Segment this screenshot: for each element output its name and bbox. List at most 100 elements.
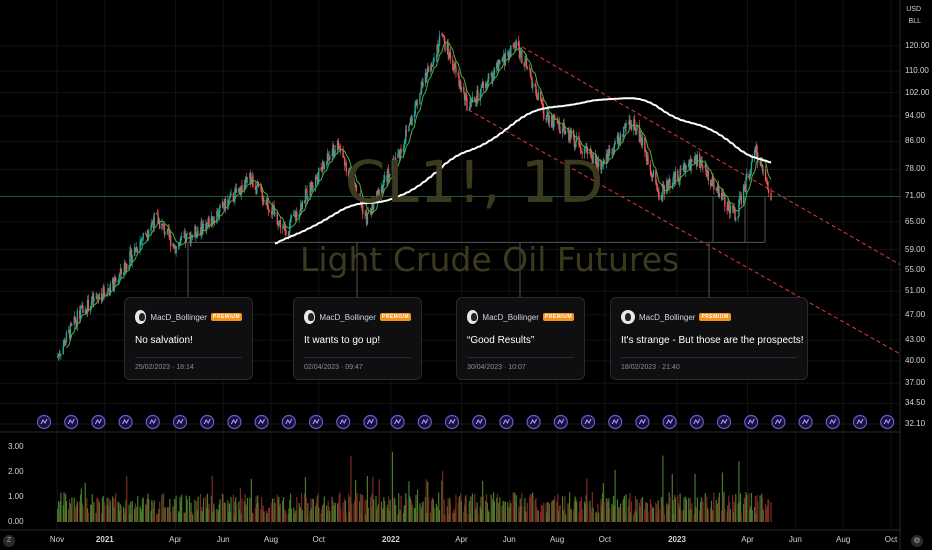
author-name[interactable]: MacD_Bollinger bbox=[150, 312, 207, 322]
volume-bar bbox=[380, 501, 383, 522]
candle-body bbox=[311, 182, 314, 188]
candle-body bbox=[392, 159, 394, 162]
volume-bar bbox=[650, 503, 652, 522]
volume-bar bbox=[507, 502, 509, 522]
volume-bar bbox=[212, 512, 214, 522]
volume-bar bbox=[150, 510, 152, 522]
candle-body bbox=[557, 118, 559, 124]
volume-bar bbox=[706, 507, 709, 522]
volume-bar bbox=[267, 514, 269, 522]
candle-body bbox=[498, 59, 500, 64]
idea-card[interactable]: MacD_Bollinger PREMIUM No salvation! 25/0… bbox=[124, 297, 253, 380]
settings-gear-icon[interactable]: ⚙ bbox=[911, 535, 923, 547]
volume-bar bbox=[655, 502, 657, 522]
volume-bar bbox=[337, 502, 339, 522]
volume-bar bbox=[129, 514, 131, 522]
candle-body bbox=[388, 175, 391, 179]
volume-bar bbox=[239, 487, 242, 522]
volume-bar bbox=[541, 504, 543, 522]
volume-bar bbox=[364, 499, 366, 522]
volume-bar bbox=[550, 501, 553, 522]
volume-bar bbox=[464, 496, 466, 522]
volume-bar bbox=[460, 501, 463, 522]
volume-bar bbox=[228, 511, 230, 522]
candle-body bbox=[586, 147, 588, 152]
candle-body bbox=[449, 52, 452, 60]
candle-body bbox=[394, 157, 397, 164]
candle-body bbox=[435, 56, 438, 59]
candle-body bbox=[514, 45, 517, 49]
author-name[interactable]: MacD_Bollinger bbox=[319, 312, 376, 322]
volume-bar bbox=[636, 499, 638, 522]
candle-body bbox=[311, 182, 313, 191]
idea-card[interactable]: MacD_Bollinger PREMIUM “Good Results” 30/… bbox=[456, 297, 585, 380]
scale-mode-button[interactable]: Z bbox=[3, 535, 15, 547]
volume-bar bbox=[424, 497, 426, 522]
candle-body bbox=[235, 188, 238, 193]
volume-bar bbox=[532, 492, 534, 522]
candle-body bbox=[667, 180, 670, 189]
volume-bar bbox=[531, 493, 533, 522]
candle-body bbox=[635, 129, 637, 132]
volume-bar bbox=[699, 510, 701, 522]
volume-bar bbox=[482, 495, 484, 522]
candle-body bbox=[619, 134, 622, 142]
idea-marker-icon bbox=[798, 414, 813, 430]
candle-body bbox=[729, 205, 731, 214]
volume-bar bbox=[408, 481, 410, 522]
volume-bar bbox=[317, 493, 319, 522]
idea-title[interactable]: “Good Results” bbox=[467, 335, 535, 346]
idea-timestamp: 30/04/2023 · 10:07 bbox=[467, 364, 526, 371]
candle-body bbox=[136, 247, 138, 252]
idea-title[interactable]: It wants to go up! bbox=[304, 335, 381, 346]
volume-bar bbox=[371, 493, 373, 522]
candle-body bbox=[415, 100, 417, 103]
idea-card[interactable]: MacD_Bollinger PREMIUM It wants to go up!… bbox=[293, 297, 422, 380]
volume-bar bbox=[657, 500, 659, 522]
volume-bar bbox=[246, 506, 248, 522]
candle-body bbox=[378, 189, 380, 199]
volume-bar bbox=[162, 492, 165, 522]
chart-overlay bbox=[187, 43, 901, 355]
volume-bar bbox=[734, 505, 736, 522]
candle-body bbox=[106, 292, 108, 297]
volume-bar bbox=[202, 497, 205, 522]
volume-bar bbox=[667, 504, 669, 522]
volume-bar bbox=[547, 502, 549, 522]
candle-body bbox=[86, 313, 88, 314]
candle-body bbox=[636, 124, 638, 130]
candle-body bbox=[266, 201, 268, 206]
candle-body bbox=[375, 199, 377, 203]
volume-bar bbox=[384, 501, 386, 522]
candle-body bbox=[482, 81, 485, 88]
candle-body bbox=[735, 218, 737, 220]
candle-body bbox=[629, 119, 631, 126]
unit-label[interactable]: BLL bbox=[908, 18, 921, 25]
volume-bar bbox=[403, 505, 405, 522]
currency-label[interactable]: USD bbox=[906, 6, 921, 13]
volume-bar bbox=[442, 514, 445, 522]
candle-body bbox=[722, 192, 724, 196]
idea-title[interactable]: No salvation! bbox=[135, 335, 193, 346]
volume-bar bbox=[568, 508, 570, 522]
volume-bar bbox=[71, 497, 73, 522]
candle-body bbox=[148, 230, 150, 236]
author-name[interactable]: MacD_Bollinger bbox=[639, 312, 696, 322]
candle-body bbox=[419, 93, 421, 104]
candle-body bbox=[95, 296, 97, 298]
candle-body bbox=[111, 279, 114, 284]
volume-bar bbox=[398, 509, 401, 522]
volume-bar bbox=[130, 501, 132, 522]
volume-bar bbox=[180, 501, 182, 522]
volume-bar bbox=[585, 495, 587, 522]
candle-body bbox=[118, 278, 120, 282]
author-name[interactable]: MacD_Bollinger bbox=[482, 312, 539, 322]
volume-bar bbox=[707, 510, 709, 522]
volume-bar bbox=[727, 505, 729, 522]
idea-title[interactable]: It's strange - But those are the prospec… bbox=[621, 335, 804, 346]
idea-card[interactable]: MacD_Bollinger PREMIUM It's strange - But… bbox=[610, 297, 808, 380]
candle-body bbox=[711, 177, 713, 186]
candle-body bbox=[218, 208, 220, 216]
candle-body bbox=[739, 195, 742, 197]
